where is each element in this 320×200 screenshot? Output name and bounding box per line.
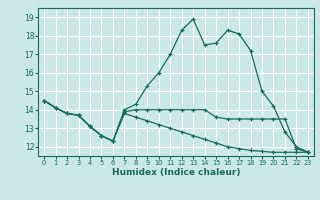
X-axis label: Humidex (Indice chaleur): Humidex (Indice chaleur) <box>112 168 240 177</box>
